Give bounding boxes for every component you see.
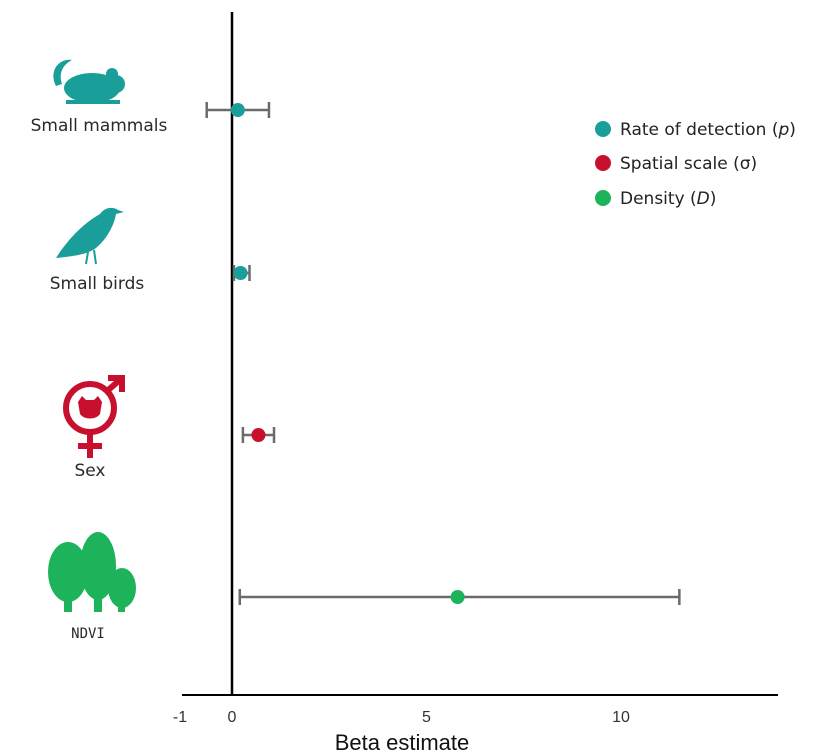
point-sex <box>251 428 266 442</box>
legend-label-spatial-scale: Spatial scale (σ) <box>620 154 757 174</box>
category-label-ndvi: NDVI <box>71 626 105 642</box>
legend-label-density-d: Density (D) <box>620 189 716 209</box>
legend-swatch-rate-of-detection-p <box>595 121 611 137</box>
data-marks <box>205 102 681 605</box>
estimate-group-small-mammals <box>205 102 271 118</box>
category-label-small-birds: Small birds <box>50 274 145 294</box>
legend-item-rate-of-detection-p: Rate of detection (p) <box>595 120 796 140</box>
point-ndvi <box>450 590 465 604</box>
legend-label-rate-of-detection-p: Rate of detection (p) <box>620 120 796 140</box>
x-tick-label-5: 5 <box>422 709 431 726</box>
mouse-icon <box>53 59 125 104</box>
x-tick-label-neg1: -1 <box>173 709 187 726</box>
category-labels: Small mammals Small birds Sex NDVI <box>31 116 168 642</box>
x-tick-label-10: 10 <box>612 709 630 726</box>
trees-icon <box>48 532 136 612</box>
point-small-birds <box>233 266 248 280</box>
legend-swatch-spatial-scale <box>595 155 611 171</box>
legend: Rate of detection (p) Spatial scale (σ) De… <box>595 120 796 209</box>
sex-symbol-icon <box>63 375 125 458</box>
category-label-sex: Sex <box>74 461 105 481</box>
estimate-group-sex <box>241 427 276 443</box>
category-label-small-mammals: Small mammals <box>31 116 168 136</box>
x-axis-title: Beta estimate <box>335 730 470 755</box>
estimate-group-ndvi <box>238 589 681 605</box>
legend-item-density-d: Density (D) <box>595 189 716 209</box>
x-axis-ticks: -1 0 5 10 <box>173 709 630 726</box>
legend-swatch-density-d <box>595 190 611 206</box>
point-small-mammals <box>230 103 245 117</box>
estimate-group-small-birds <box>232 265 251 281</box>
legend-item-spatial-scale: Spatial scale (σ) <box>595 154 757 174</box>
bird-icon <box>56 207 124 265</box>
x-tick-label-0: 0 <box>228 709 237 726</box>
